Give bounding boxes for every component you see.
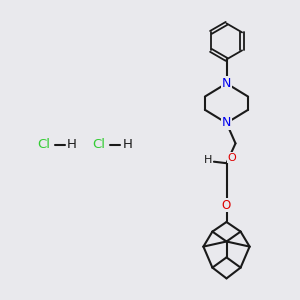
Text: H: H	[67, 138, 77, 151]
Text: N: N	[222, 116, 231, 130]
Text: Cl: Cl	[92, 138, 106, 151]
Text: O: O	[222, 199, 231, 212]
Text: H: H	[204, 155, 212, 165]
Text: N: N	[222, 77, 231, 90]
Text: Cl: Cl	[37, 138, 50, 151]
Text: H: H	[123, 138, 132, 151]
Text: O: O	[227, 153, 236, 163]
